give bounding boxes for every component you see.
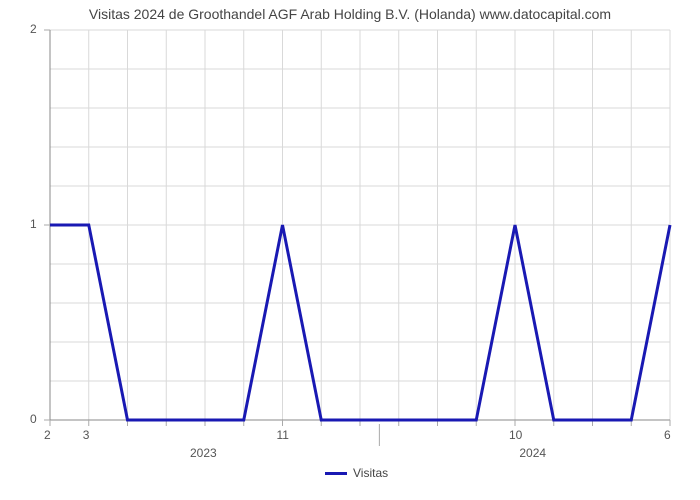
x-year-label: 2024 <box>519 446 546 460</box>
y-tick-label: 0 <box>30 412 37 426</box>
chart-legend: Visitas <box>325 466 388 480</box>
x-tick-label: 6 <box>664 428 671 442</box>
chart-title: Visitas 2024 de Groothandel AGF Arab Hol… <box>0 6 700 22</box>
legend-line-icon <box>325 472 347 475</box>
x-year-label: 2023 <box>190 446 217 460</box>
y-tick-label: 1 <box>30 217 37 231</box>
x-tick-label: 10 <box>509 428 522 442</box>
chart-plot-area <box>50 30 670 420</box>
chart-container: Visitas 2024 de Groothandel AGF Arab Hol… <box>0 0 700 500</box>
x-tick-label: 3 <box>83 428 90 442</box>
legend-label: Visitas <box>353 466 388 480</box>
x-tick-label: 11 <box>277 428 289 442</box>
y-tick-label: 2 <box>30 22 37 36</box>
x-tick-label: 2 <box>44 428 51 442</box>
